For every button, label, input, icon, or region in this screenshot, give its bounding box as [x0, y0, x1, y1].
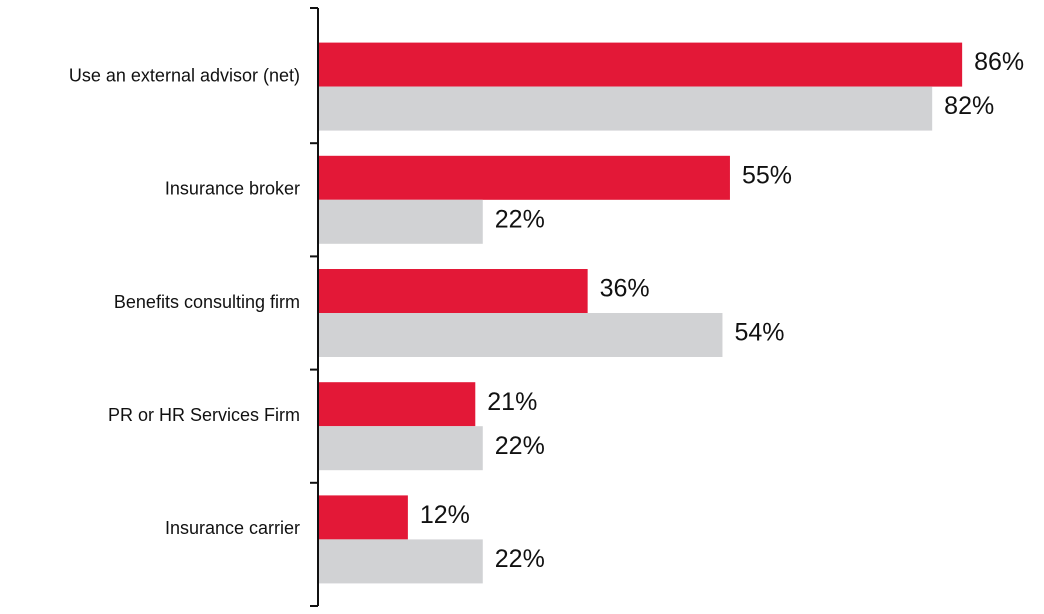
bar	[318, 313, 723, 357]
bar	[318, 199, 483, 244]
category-label: Insurance broker	[165, 179, 300, 199]
bar	[318, 495, 408, 540]
category-label: PR or HR Services Firm	[108, 405, 300, 425]
value-label: 55%	[742, 161, 792, 189]
bar	[318, 155, 730, 200]
category-label: Insurance carrier	[165, 518, 300, 538]
value-label: 54%	[734, 319, 784, 347]
bar	[318, 86, 933, 131]
value-label: 21%	[487, 388, 537, 416]
value-label: 22%	[495, 432, 545, 460]
category-label: Use an external advisor (net)	[69, 65, 300, 85]
bar	[318, 269, 588, 313]
value-label: 86%	[974, 48, 1024, 76]
value-label: 36%	[600, 275, 650, 303]
value-label: 22%	[495, 545, 545, 573]
bar	[318, 426, 483, 471]
category-label: Benefits consulting firm	[114, 292, 300, 312]
bar	[318, 382, 476, 427]
bar	[318, 539, 483, 584]
value-label: 82%	[944, 92, 994, 120]
value-label: 22%	[495, 205, 545, 233]
bar	[318, 42, 963, 87]
value-label: 12%	[420, 501, 470, 529]
